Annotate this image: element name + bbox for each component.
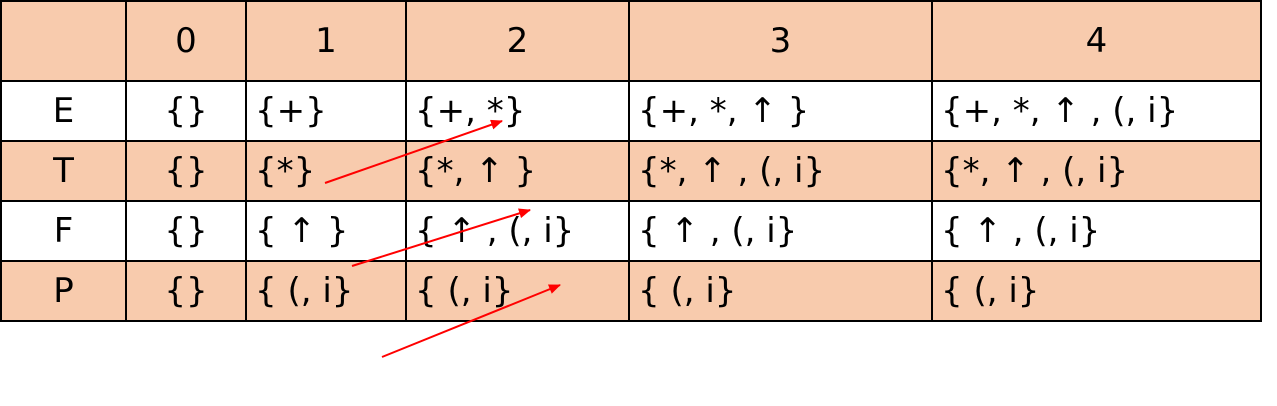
row-label-t: T (0, 140, 127, 202)
corner-cell (0, 0, 127, 82)
cell-p-3: { (, i} (628, 260, 933, 322)
cell-p-1: { (, i} (245, 260, 407, 322)
first-sets-table: 0 1 2 3 4 E {} {+} {+, *} {+, *, ↑ } {+,… (0, 0, 1262, 322)
cell-f-4: { ↑ , (, i} (931, 200, 1262, 262)
row-f: F {} { ↑ } { ↑ , (, i} { ↑ , (, i} { ↑ ,… (0, 200, 1262, 262)
row-label-e: E (0, 80, 127, 142)
cell-f-3: { ↑ , (, i} (628, 200, 933, 262)
row-e: E {} {+} {+, *} {+, *, ↑ } {+, *, ↑ , (,… (0, 80, 1262, 142)
cell-f-1: { ↑ } (245, 200, 407, 262)
row-p: P {} { (, i} { (, i} { (, i} { (, i} (0, 260, 1262, 322)
cell-t-0: {} (125, 140, 247, 202)
cell-e-1: {+} (245, 80, 407, 142)
cell-p-0: {} (125, 260, 247, 322)
col-header-2: 2 (405, 0, 630, 82)
cell-e-2: {+, *} (405, 80, 630, 142)
cell-p-4: { (, i} (931, 260, 1262, 322)
cell-t-3: {*, ↑ , (, i} (628, 140, 933, 202)
header-row: 0 1 2 3 4 (0, 0, 1262, 82)
col-header-1: 1 (245, 0, 407, 82)
row-label-p: P (0, 260, 127, 322)
col-header-4: 4 (931, 0, 1262, 82)
cell-t-2: {*, ↑ } (405, 140, 630, 202)
cell-p-2: { (, i} (405, 260, 630, 322)
cell-e-0: {} (125, 80, 247, 142)
cell-t-4: {*, ↑ , (, i} (931, 140, 1262, 202)
col-header-3: 3 (628, 0, 933, 82)
cell-e-3: {+, *, ↑ } (628, 80, 933, 142)
cell-f-2: { ↑ , (, i} (405, 200, 630, 262)
cell-t-1: {*} (245, 140, 407, 202)
row-label-f: F (0, 200, 127, 262)
row-t: T {} {*} {*, ↑ } {*, ↑ , (, i} {*, ↑ , (… (0, 140, 1262, 202)
col-header-0: 0 (125, 0, 247, 82)
cell-f-0: {} (125, 200, 247, 262)
cell-e-4: {+, *, ↑ , (, i} (931, 80, 1262, 142)
